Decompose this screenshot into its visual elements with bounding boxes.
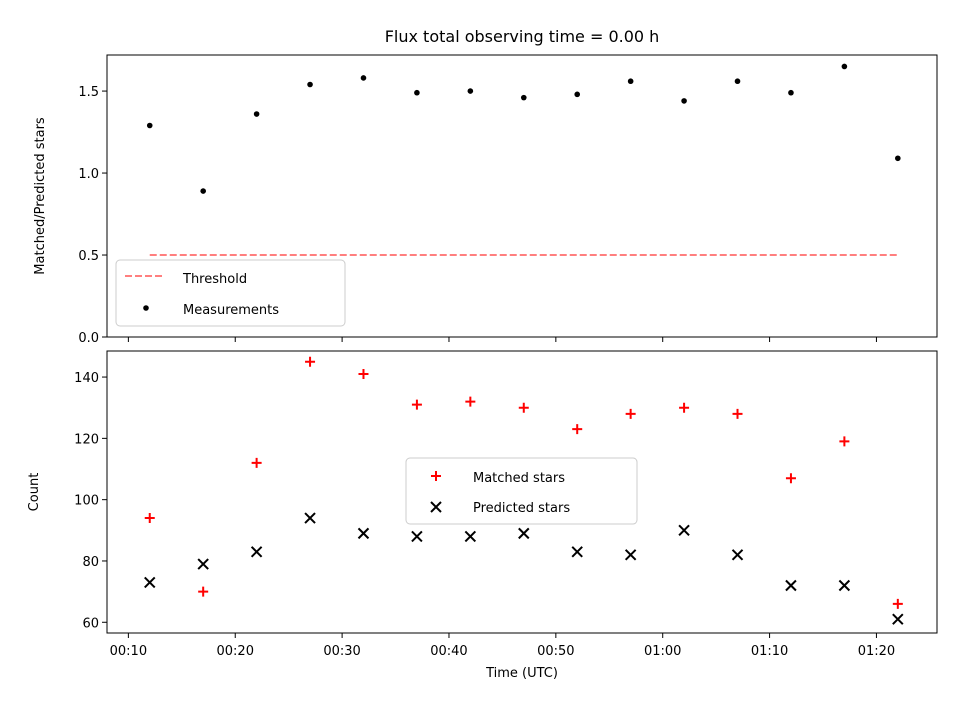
matched-star-point bbox=[625, 408, 636, 419]
y-tick-label: 1.0 bbox=[78, 167, 99, 182]
y-axis-label: Matched/Predicted stars bbox=[33, 117, 48, 275]
measurement-point bbox=[307, 81, 313, 88]
legend-matched-label: Matched stars bbox=[473, 471, 565, 486]
x-tick-label: 00:20 bbox=[217, 644, 254, 659]
matched-star-point bbox=[305, 356, 316, 367]
x-tick-label: 01:20 bbox=[858, 644, 895, 659]
measurement-point bbox=[520, 94, 527, 101]
x-tick-label: 00:30 bbox=[323, 644, 360, 659]
legend-predicted-swatch bbox=[430, 501, 442, 513]
matched-star-point bbox=[732, 408, 743, 419]
predicted-star-point bbox=[892, 613, 904, 625]
chart-title: Flux total observing time = 0.00 h bbox=[385, 27, 660, 46]
measurement-point bbox=[414, 89, 420, 96]
legend-measurement-label: Measurements bbox=[183, 303, 279, 318]
measurement-point bbox=[467, 88, 474, 94]
predicted-star-point bbox=[411, 530, 423, 543]
predicted-star-point bbox=[357, 527, 370, 540]
y-tick-label: 80 bbox=[82, 555, 99, 570]
predicted-star-point bbox=[785, 579, 797, 592]
predicted-star-point bbox=[464, 530, 477, 543]
measurement-point bbox=[146, 122, 153, 129]
matched-star-point bbox=[411, 399, 422, 410]
predicted-star-point bbox=[624, 549, 637, 561]
legend-frame bbox=[115, 259, 346, 327]
x-tick-label: 01:00 bbox=[644, 644, 681, 659]
legend-bottom: Matched stars Predicted stars bbox=[405, 457, 638, 525]
measurement-point bbox=[360, 75, 367, 81]
matched-star-point bbox=[572, 424, 583, 435]
x-axis-label: Time (UTC) bbox=[485, 666, 558, 681]
x-tick-label: 00:50 bbox=[537, 644, 574, 659]
y-tick-label: 120 bbox=[74, 432, 99, 447]
top-panel: 0.0 0.5 1.0 1.5 Matched/Predicted stars Thres… bbox=[33, 54, 938, 346]
legend-frame bbox=[405, 457, 638, 525]
predicted-star-point bbox=[518, 527, 530, 540]
matched-star-point bbox=[892, 598, 903, 609]
x-tick-label: 00:10 bbox=[110, 644, 147, 659]
y-tick-label: 0.5 bbox=[78, 249, 99, 264]
y-axis-label: Count bbox=[27, 473, 42, 512]
measurement-point bbox=[627, 78, 634, 85]
matched-star-point bbox=[198, 586, 209, 597]
legend-top: Threshold Measurements bbox=[115, 259, 346, 327]
bottom-panel: 60 80 100 120 140 00:10 00:20 00:30 00:40 00:50 01… bbox=[27, 350, 938, 681]
matched-star-point bbox=[518, 402, 529, 413]
predicted-star-point bbox=[571, 546, 583, 558]
plot-frame bbox=[106, 350, 938, 634]
x-tick-label: 01:10 bbox=[751, 644, 788, 659]
measurement-point bbox=[841, 63, 848, 70]
predicted-star-point bbox=[304, 512, 316, 524]
plot-frame bbox=[106, 54, 938, 338]
predicted-star-point bbox=[197, 558, 209, 570]
measurement-point bbox=[681, 98, 687, 104]
legend-matched-swatch bbox=[431, 471, 441, 481]
measurement-point bbox=[253, 111, 260, 117]
measurement-point bbox=[895, 155, 901, 162]
y-tick-label: 140 bbox=[74, 371, 99, 386]
measurement-point bbox=[788, 89, 794, 96]
matched-star-point bbox=[358, 368, 369, 379]
matched-star-point bbox=[785, 473, 796, 484]
x-tick-label: 00:40 bbox=[430, 644, 467, 659]
predicted-star-point bbox=[144, 576, 156, 589]
predicted-star-point bbox=[731, 549, 744, 561]
matched-star-point bbox=[144, 513, 155, 524]
y-tick-label: 100 bbox=[74, 494, 99, 509]
matched-star-point bbox=[251, 457, 262, 468]
matched-star-point bbox=[679, 402, 690, 413]
y-tick-label: 0.0 bbox=[78, 331, 99, 346]
matched-star-point bbox=[465, 396, 476, 407]
predicted-star-point bbox=[678, 524, 690, 537]
matched-star-point bbox=[839, 436, 850, 447]
measurement-point bbox=[734, 78, 741, 85]
measurement-point bbox=[574, 91, 581, 98]
legend-measurement-swatch bbox=[143, 305, 149, 311]
y-tick-label: 1.5 bbox=[78, 85, 99, 100]
measurement-point bbox=[200, 188, 206, 194]
legend-predicted-label: Predicted stars bbox=[473, 501, 570, 516]
legend-threshold-label: Threshold bbox=[182, 272, 247, 287]
predicted-star-point bbox=[838, 579, 851, 592]
predicted-star-point bbox=[250, 546, 263, 558]
y-tick-label: 60 bbox=[82, 616, 99, 631]
